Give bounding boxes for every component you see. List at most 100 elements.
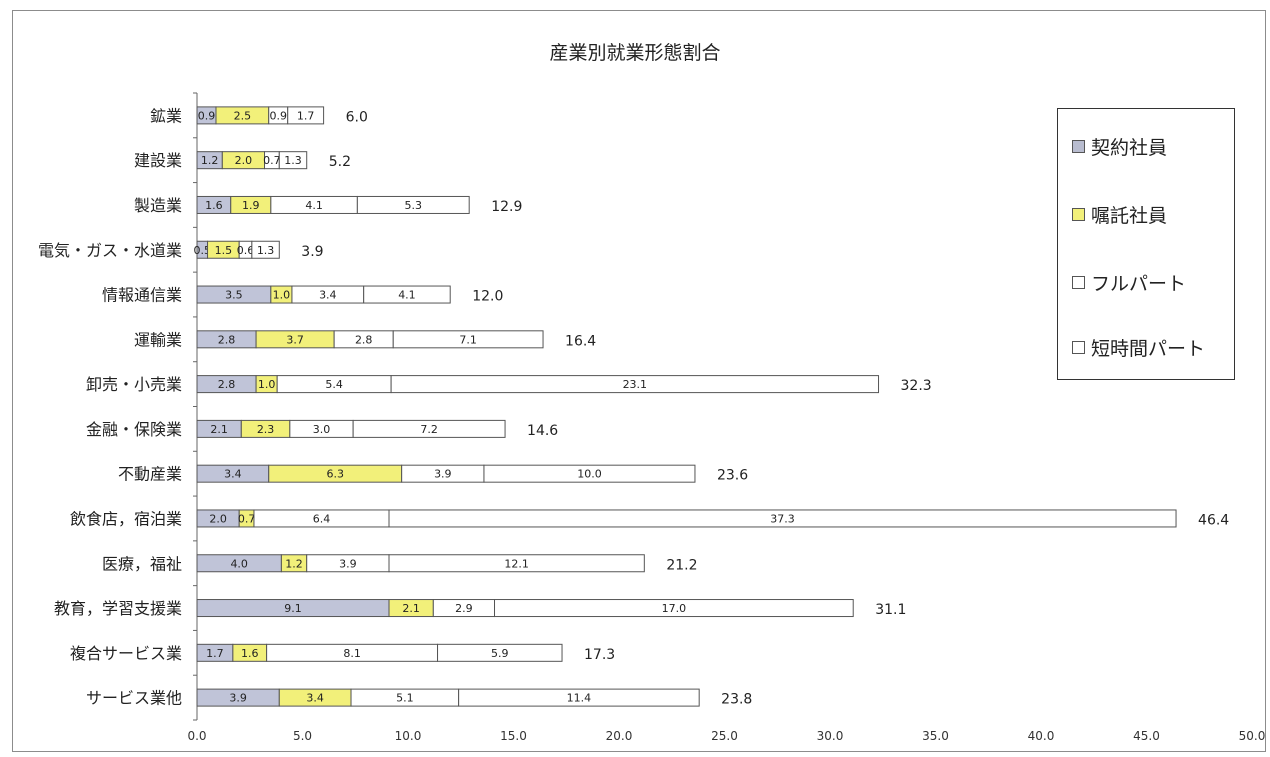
bar-total-label: 46.4: [1198, 512, 1229, 528]
category-label: 複合サービス業: [70, 644, 182, 663]
x-tick-label: 20.0: [606, 729, 633, 743]
bar-value-label: 2.8: [218, 378, 236, 391]
bar-total-label: 32.3: [901, 378, 932, 394]
bar-segment: [392, 330, 544, 349]
bar-value-label: 2.3: [257, 423, 275, 436]
bar-segment: [483, 464, 696, 483]
bar-total-label: 16.4: [565, 333, 596, 349]
legend-swatch-contract: [1072, 140, 1085, 153]
bar-total-label: 21.2: [666, 557, 697, 573]
bar-value-label: 2.1: [402, 602, 420, 615]
bar-value-label: 4.1: [305, 199, 323, 212]
bar-value-label: 3.0: [313, 423, 331, 436]
bar-value-label: 8.1: [343, 647, 361, 660]
bar-value-label: 1.5: [215, 244, 233, 257]
bar-value-label: 0.6: [237, 244, 255, 257]
bar-value-label: 3.9: [434, 468, 452, 481]
bar-value-label: 6.4: [313, 512, 331, 525]
bar-value-label: 2.9: [455, 602, 473, 615]
bar-value-label: 0.5: [194, 244, 212, 257]
bar-value-label: 17.0: [662, 602, 687, 615]
bar-total-label: 6.0: [346, 109, 368, 125]
bar-segment: [278, 151, 308, 170]
bar-value-label: 5.9: [491, 647, 509, 660]
legend-swatch-entrusted: [1072, 208, 1085, 221]
legend-item-fullpart: フルパート: [1072, 269, 1186, 296]
bar-value-label: 1.2: [201, 154, 219, 167]
bar-value-label: 7.1: [459, 333, 477, 346]
bar-value-label: 2.8: [218, 333, 236, 346]
category-label: 情報通信業: [102, 286, 182, 305]
bar-value-label: 1.9: [242, 199, 260, 212]
bar-value-label: 2.1: [210, 423, 228, 436]
bar-value-label: 1.2: [285, 557, 303, 570]
bar-value-label: 4.1: [398, 289, 416, 302]
chart-title: 産業別就業形態割合: [549, 42, 721, 64]
x-tick-label: 25.0: [711, 729, 738, 743]
category-label: 卸売・小売業: [86, 375, 182, 394]
category-label: 医療，福祉: [102, 554, 182, 573]
bar-total-label: 17.3: [584, 647, 615, 663]
bar-segment: [352, 419, 506, 438]
bar-segment: [287, 106, 325, 125]
bar-value-label: 0.7: [238, 512, 256, 525]
bar-value-label: 1.0: [258, 378, 276, 391]
bar-value-label: 0.9: [269, 109, 287, 122]
bar-total-label: 23.6: [717, 468, 748, 484]
bar-value-label: 5.3: [405, 199, 423, 212]
bar-value-label: 1.6: [205, 199, 223, 212]
legend-label-contract: 契約社員: [1091, 137, 1168, 159]
category-label: 鉱業: [150, 106, 182, 125]
bar-segment: [388, 509, 1177, 528]
category-label: 不動産業: [118, 465, 182, 484]
category-label: 製造業: [134, 196, 182, 215]
bar-value-label: 1.3: [257, 244, 275, 257]
bar-value-label: 1.0: [273, 289, 291, 302]
bar-total-label: 14.6: [527, 423, 558, 439]
bar-value-label: 12.1: [504, 557, 529, 570]
bar-value-label: 4.0: [230, 557, 248, 570]
legend-item-entrusted: 嘱託社員: [1072, 201, 1167, 228]
bar-segment: [388, 554, 645, 573]
bar-value-label: 3.5: [225, 289, 243, 302]
bar-value-label: 6.3: [326, 468, 344, 481]
bar-value-label: 3.9: [339, 557, 357, 570]
bar-value-label: 2.0: [209, 512, 227, 525]
legend-label-entrusted: 嘱託社員: [1091, 205, 1168, 227]
category-label: 電気・ガス・水道業: [38, 241, 182, 260]
bar-segment: [437, 643, 563, 662]
category-label: 金融・保険業: [86, 420, 182, 439]
bar-total-label: 23.8: [721, 692, 752, 708]
bar-value-label: 5.1: [396, 692, 414, 705]
bar-segment: [494, 599, 854, 618]
legend-label-fullpart: フルパート: [1091, 273, 1187, 295]
category-label: 飲食店，宿泊業: [70, 509, 182, 528]
x-tick-label: 0.0: [187, 729, 206, 743]
bar-total-label: 3.9: [301, 244, 323, 260]
bar-segment: [356, 195, 470, 214]
bar-value-label: 3.9: [229, 692, 247, 705]
bar-total-label: 12.0: [472, 289, 503, 305]
legend-swatch-fullpart: [1072, 276, 1085, 289]
x-tick-label: 10.0: [395, 729, 422, 743]
bar-segment: [363, 285, 451, 304]
x-tick-label: 35.0: [922, 729, 949, 743]
bar-value-label: 1.7: [206, 647, 224, 660]
bar-value-label: 23.1: [623, 378, 648, 391]
bar-total-label: 31.1: [875, 602, 906, 618]
bar-value-label: 3.4: [224, 468, 242, 481]
bar-total-label: 5.2: [329, 154, 351, 170]
x-tick-label: 50.0: [1239, 729, 1266, 743]
bar-value-label: 0.9: [198, 109, 216, 122]
category-label: 教育，学習支援業: [54, 599, 182, 618]
bar-value-label: 3.4: [306, 692, 324, 705]
bar-value-label: 1.3: [284, 154, 302, 167]
bar-value-label: 11.4: [567, 692, 592, 705]
legend-label-shortpart: 短時間パート: [1091, 338, 1206, 360]
bar-value-label: 10.0: [577, 468, 602, 481]
bar-value-label: 3.4: [319, 289, 337, 302]
legend-swatch-shortpart: [1072, 341, 1085, 354]
x-tick-label: 30.0: [817, 729, 844, 743]
bar-segment: [458, 688, 700, 707]
